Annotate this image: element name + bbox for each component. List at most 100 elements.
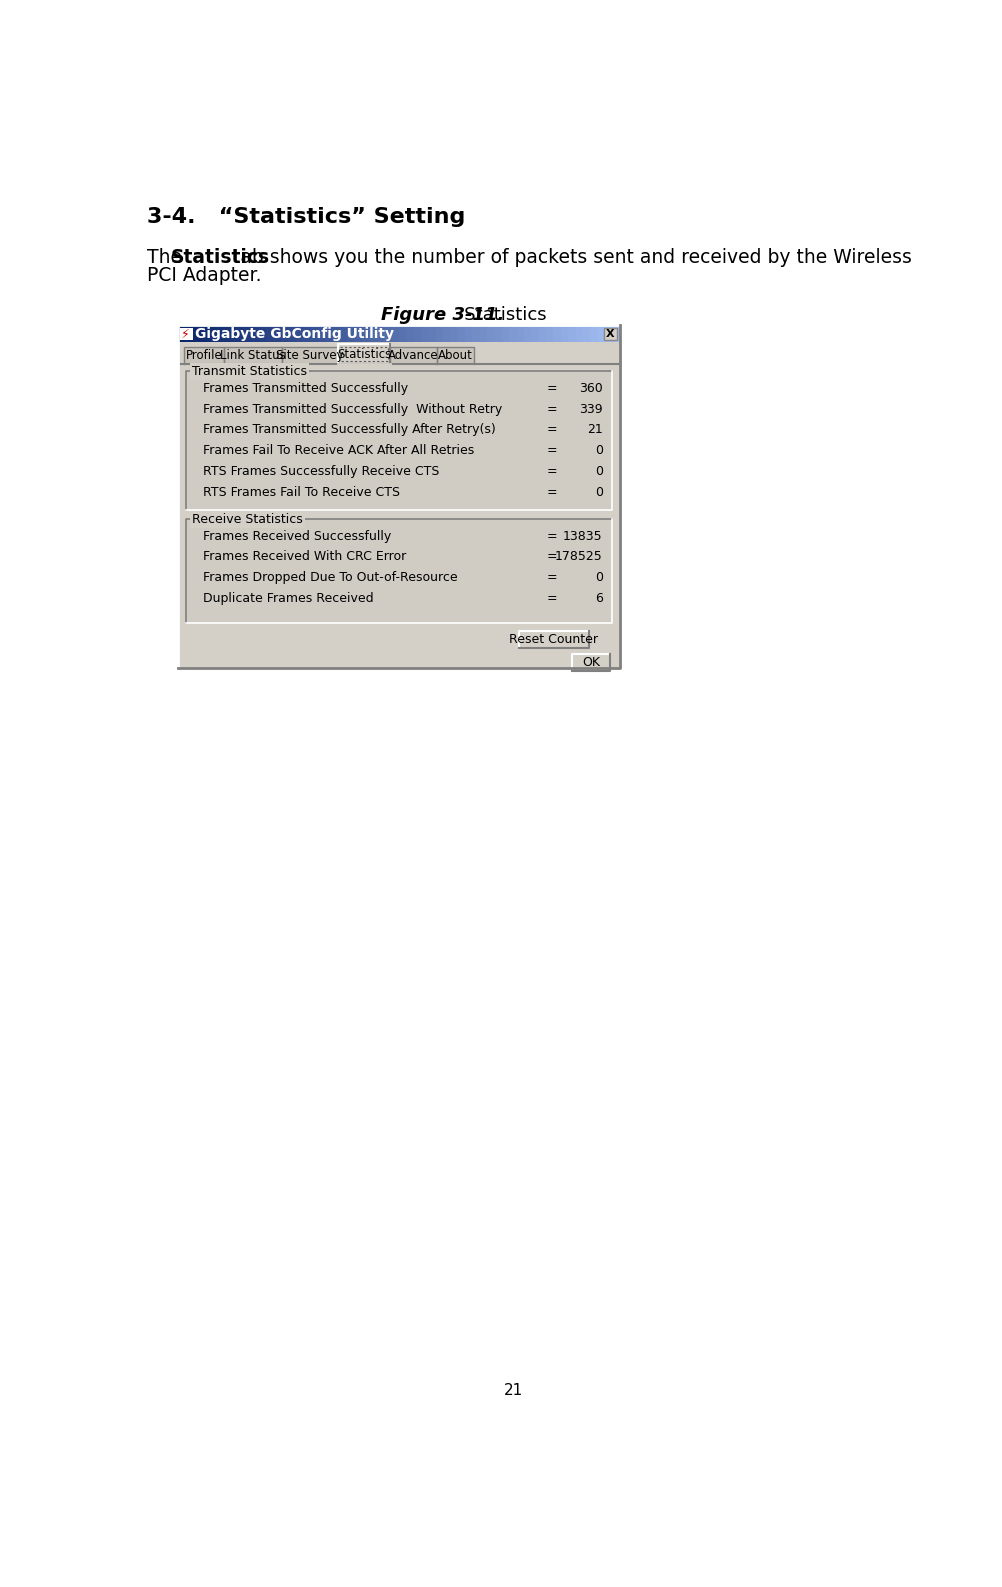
Text: Frames Transmitted Successfully After Retry(s): Frames Transmitted Successfully After Re… <box>202 424 496 436</box>
Bar <box>192 325 200 343</box>
Bar <box>519 632 589 647</box>
Text: RTS Frames Fail To Receive CTS: RTS Frames Fail To Receive CTS <box>202 486 400 498</box>
Bar <box>465 325 473 343</box>
Bar <box>392 325 400 343</box>
Text: tab shows you the number of packets sent and received by the Wireless: tab shows you the number of packets sent… <box>226 248 912 267</box>
Text: =: = <box>546 592 557 605</box>
Bar <box>311 325 319 343</box>
Bar <box>184 346 224 363</box>
Bar <box>590 325 598 343</box>
Text: 0: 0 <box>594 465 602 478</box>
Bar <box>236 325 244 343</box>
Bar <box>185 519 612 624</box>
Text: Frames Transmitted Successfully: Frames Transmitted Successfully <box>202 382 408 395</box>
Bar <box>178 325 186 343</box>
Bar <box>502 325 510 343</box>
Bar <box>384 325 392 343</box>
Text: OK: OK <box>582 655 600 670</box>
Bar <box>185 371 612 509</box>
Bar <box>487 325 495 343</box>
Bar <box>414 325 422 343</box>
Bar <box>421 325 429 343</box>
Bar <box>458 325 466 343</box>
Text: 339: 339 <box>579 403 602 416</box>
Bar <box>597 325 606 343</box>
Bar <box>259 325 268 343</box>
Bar <box>274 325 282 343</box>
Bar <box>531 325 539 343</box>
Bar <box>495 325 503 343</box>
Bar <box>605 325 613 343</box>
Bar <box>509 325 517 343</box>
Bar <box>296 325 304 343</box>
Text: The: The <box>147 248 188 267</box>
Bar <box>604 327 616 340</box>
Text: =: = <box>546 486 557 498</box>
Bar <box>480 325 488 343</box>
Bar <box>406 325 414 343</box>
Bar <box>214 325 222 343</box>
Bar <box>244 325 253 343</box>
Text: =: = <box>546 551 557 563</box>
Bar <box>377 325 385 343</box>
Bar <box>224 346 282 363</box>
Bar <box>473 325 481 343</box>
Bar <box>524 325 532 343</box>
Text: ⚡: ⚡ <box>181 327 190 340</box>
Bar <box>304 325 312 343</box>
Text: =: = <box>546 424 557 436</box>
Text: Site Survey: Site Survey <box>276 349 344 362</box>
Bar <box>370 325 378 343</box>
Text: =: = <box>546 571 557 584</box>
Text: =: = <box>546 465 557 478</box>
Text: Reset Counter: Reset Counter <box>509 633 598 646</box>
Bar <box>428 325 437 343</box>
Bar <box>326 325 334 343</box>
Text: 0: 0 <box>594 486 602 498</box>
Bar <box>546 325 554 343</box>
Bar <box>391 346 437 363</box>
Text: 13835: 13835 <box>563 530 602 543</box>
Bar <box>333 325 341 343</box>
Bar <box>539 325 547 343</box>
Text: 178525: 178525 <box>555 551 602 563</box>
Text: 6: 6 <box>595 592 602 605</box>
Text: Transmit Statistics: Transmit Statistics <box>192 365 307 378</box>
Text: Frames Transmitted Successfully  Without Retry: Frames Transmitted Successfully Without … <box>202 403 502 416</box>
Bar <box>282 346 338 363</box>
Text: Receive Statistics: Receive Statistics <box>192 513 303 525</box>
Bar <box>318 325 326 343</box>
Bar <box>207 325 215 343</box>
Text: =: = <box>546 530 557 543</box>
Bar <box>355 325 363 343</box>
Text: 360: 360 <box>579 382 602 395</box>
Bar <box>517 325 525 343</box>
Text: Profile: Profile <box>186 349 222 362</box>
Text: X: X <box>606 329 614 338</box>
Text: Figure 3-11.: Figure 3-11. <box>381 306 504 324</box>
Bar <box>437 346 474 363</box>
Text: Frames Dropped Due To Out-of-Resource: Frames Dropped Due To Out-of-Resource <box>202 571 457 584</box>
Text: Gigabyte GbConfig Utility: Gigabyte GbConfig Utility <box>195 327 394 341</box>
Text: Frames Received Successfully: Frames Received Successfully <box>202 530 391 543</box>
Text: Statistics: Statistics <box>447 306 546 324</box>
Bar <box>229 325 237 343</box>
Text: RTS Frames Successfully Receive CTS: RTS Frames Successfully Receive CTS <box>202 465 439 478</box>
Text: =: = <box>546 444 557 457</box>
Bar <box>289 325 297 343</box>
Text: 3-4.   “Statistics” Setting: 3-4. “Statistics” Setting <box>147 208 465 227</box>
Bar <box>362 325 370 343</box>
Bar <box>281 325 290 343</box>
Bar <box>348 325 356 343</box>
Text: Statistics: Statistics <box>337 348 391 360</box>
Bar <box>575 325 583 343</box>
Text: Duplicate Frames Received: Duplicate Frames Received <box>202 592 374 605</box>
Text: Frames Fail To Receive ACK After All Retries: Frames Fail To Receive ACK After All Ret… <box>202 444 474 457</box>
Bar <box>572 654 610 671</box>
Bar <box>436 325 444 343</box>
Text: =: = <box>546 403 557 416</box>
Bar <box>200 325 208 343</box>
Text: =: = <box>546 382 557 395</box>
Bar <box>612 325 620 343</box>
Bar <box>222 325 230 343</box>
